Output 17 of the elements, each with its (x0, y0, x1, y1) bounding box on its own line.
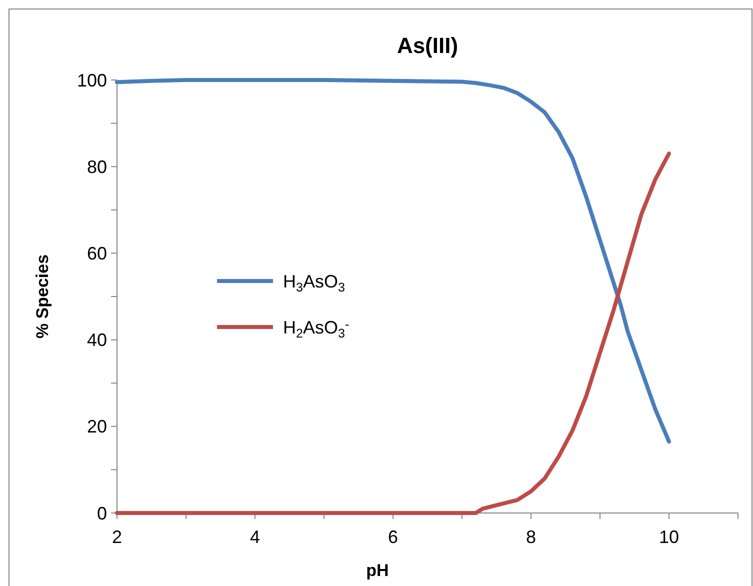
x-tick-label: 2 (112, 527, 122, 547)
x-tick-label: 6 (388, 527, 398, 547)
y-tick-label: 40 (86, 330, 107, 350)
x-tick-label: 8 (526, 527, 536, 547)
y-tick-label: 100 (76, 70, 107, 90)
y-tick-label: 20 (86, 416, 107, 437)
y-tick-label: 0 (96, 503, 107, 524)
y-axis-title: % Species (33, 254, 52, 339)
y-tick-label: 60 (86, 244, 107, 264)
x-tick-label: 10 (658, 527, 680, 547)
chart-title: As(III) (396, 33, 458, 58)
line-series (115, 152, 671, 515)
line-series (115, 78, 671, 444)
x-axis-title: pH (366, 561, 389, 580)
legend-label: H$_{3}$AsO$_{3}$ (283, 271, 346, 294)
y-tick-label: 80 (86, 156, 107, 177)
x-tick-label: 4 (250, 527, 260, 547)
